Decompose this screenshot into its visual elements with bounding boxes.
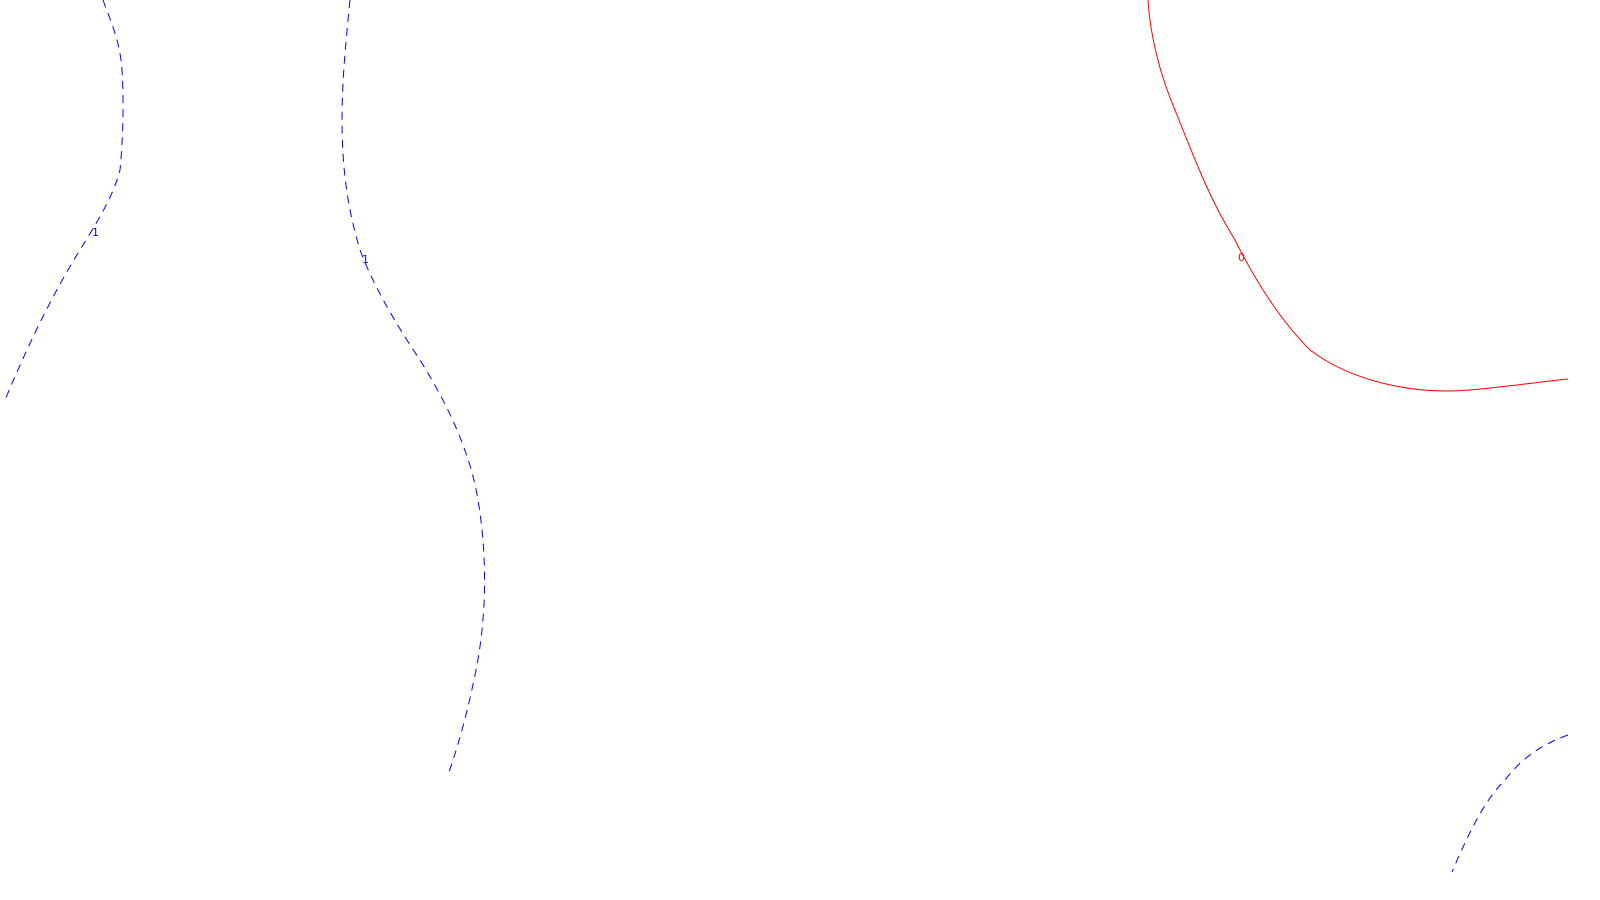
contour-line-0-right	[1147, 0, 1569, 392]
contour-line-1-middle	[341, 0, 486, 776]
contour-label-1-middle: 1	[362, 253, 369, 266]
contour-label-1-left: 1	[92, 226, 99, 239]
contour-line-1-left	[4, 0, 124, 401]
contour-label-0-right: 0	[1238, 251, 1245, 264]
contour-line-bottom-right	[1451, 734, 1569, 873]
